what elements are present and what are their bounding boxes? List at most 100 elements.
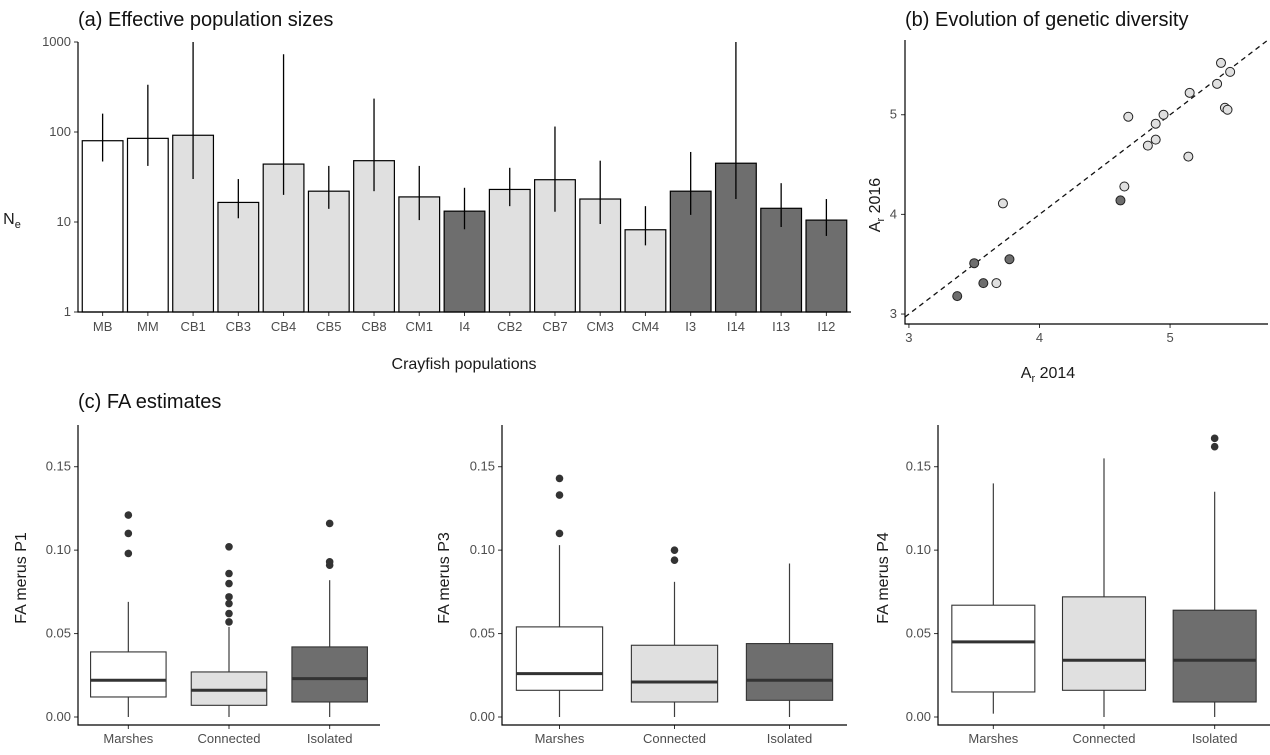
y-tick-label: 0.00	[906, 709, 931, 724]
panel-c2-axes	[501, 425, 847, 726]
panel-a-x-axis-label: Crayfish populations	[392, 356, 537, 373]
outlier-point	[124, 529, 133, 538]
scatter-point	[1215, 57, 1226, 68]
bar-mb	[81, 140, 124, 313]
y-tick-label: 0.10	[906, 542, 931, 557]
x-tick-label-cb4: CB4	[271, 319, 296, 334]
outlier-point	[124, 511, 133, 519]
scatter-point	[1150, 118, 1161, 129]
bar-cb2	[488, 188, 531, 313]
scatter-point	[1115, 195, 1126, 206]
y-tick-label: 4	[890, 206, 897, 221]
scatter-point	[1123, 111, 1134, 122]
x-tick-label-cb2: CB2	[497, 319, 522, 334]
scatter-point	[1142, 140, 1153, 151]
y-tick-label: 0.15	[470, 459, 495, 474]
panel-b-y-label-sub: r	[875, 218, 887, 222]
panel-b-y-axis-label: Ar 2016	[867, 178, 887, 232]
x-tick-label-connected: Connected	[1073, 731, 1136, 746]
panel-c-title: (c) FA estimates	[78, 391, 221, 413]
scatter-point	[1150, 134, 1161, 145]
panel-a-marks: MB MM CB1 CB3 CB4 CB5 CB8 CM1 I4 CB2 CB7 CM3 CM4 I3 I1…	[42, 34, 851, 334]
outlier-point	[555, 529, 564, 538]
panel-a-bar-chart: (a) Effective population sizes MB MM CB1 CB…	[3, 9, 851, 373]
y-tick-label: 0.10	[470, 542, 495, 557]
panel-b-x-label-sub: r	[1031, 373, 1035, 385]
x-tick-label-i13: I13	[772, 319, 790, 334]
panel-a-y-axis-label: Ne	[3, 211, 21, 231]
panel-a-y-label-main: N	[3, 211, 15, 228]
x-tick-label-cm3: CM3	[586, 319, 613, 334]
panel-b-y-label-suffix: 2016	[867, 178, 884, 218]
outlier-point	[124, 549, 133, 558]
outlier-point	[555, 491, 564, 499]
scatter-point	[991, 278, 1002, 289]
panel-b-x-label-main: A	[1021, 365, 1032, 382]
y-tick-label: 0.00	[46, 709, 71, 724]
panel-c1-y-axis-label: FA merus P1	[13, 532, 30, 624]
panel-c1-axes	[77, 425, 380, 726]
y-tick-label: 0.15	[46, 459, 71, 474]
panel-a-axes	[77, 42, 851, 313]
y-tick-label: 3	[890, 306, 897, 321]
outlier-point	[225, 569, 233, 578]
panel-b-y-label-main: A	[867, 221, 884, 232]
outlier-point	[225, 543, 233, 551]
outlier-point	[325, 519, 334, 528]
panel-c-box-plots: (c) FA estimates Marshes Connected Isolate…	[13, 391, 1270, 746]
x-tick-label-mb: MB	[93, 319, 113, 334]
panel-c1: Marshes Connected Isolated 0.00 0.05 0.10 0.15	[46, 425, 380, 746]
outlier-point	[670, 546, 679, 554]
outlier-point	[670, 556, 679, 564]
box-isolated	[291, 646, 368, 703]
scatter-point	[1184, 87, 1195, 98]
scatter-point	[969, 258, 980, 269]
x-tick-label-marshes: Marshes	[103, 731, 153, 746]
x-tick-label-i3: I3	[685, 319, 696, 334]
y-tick-label: 5	[890, 107, 897, 122]
x-tick-label-cb3: CB3	[226, 319, 251, 334]
bar-cb3	[217, 201, 260, 313]
scatter-point	[1222, 104, 1233, 115]
panel-c3-axes	[937, 425, 1270, 726]
scatter-point	[952, 291, 963, 302]
box-marshes	[90, 651, 167, 698]
x-tick-label-cm1: CM1	[406, 319, 433, 334]
bar-mm	[126, 137, 169, 313]
outlier-point	[1210, 442, 1219, 451]
x-tick-label: 3	[905, 330, 912, 345]
x-tick-label-isolated: Isolated	[767, 731, 813, 746]
y-tick-label: 0.05	[46, 626, 71, 641]
panel-b-x-axis-label: Ar 2014	[1021, 365, 1075, 385]
outlier-point	[1210, 434, 1219, 443]
x-tick-label-marshes: Marshes	[535, 731, 585, 746]
box-connected	[190, 671, 268, 706]
y-tick-label: 0.10	[46, 542, 71, 557]
panel-c2-y-axis-label: FA merus P3	[436, 532, 453, 624]
x-tick-label-marshes: Marshes	[968, 731, 1018, 746]
box-connected	[630, 644, 719, 703]
y-tick-label: 0.05	[906, 626, 931, 641]
x-tick-label-cb1: CB1	[180, 319, 205, 334]
panel-c3-y-axis-label: FA merus P4	[875, 532, 892, 624]
reference-line-y-equals-x	[904, 39, 1269, 318]
y-tick-label: 1000	[42, 34, 71, 49]
panel-c2: Marshes Connected Isolated 0.00 0.05 0.10 0.15	[470, 425, 847, 746]
box-isolated	[745, 643, 834, 701]
y-tick-label: 0.05	[470, 626, 495, 641]
x-tick-label: 4	[1036, 330, 1043, 345]
outlier-point	[225, 599, 233, 608]
y-tick-label: 0.00	[470, 709, 495, 724]
outlier-point	[225, 593, 233, 601]
outlier-point	[225, 609, 233, 618]
y-tick-label: 10	[57, 214, 71, 229]
panel-c-marks: Marshes Connected Isolated 0.00 0.05 0.10 0.15…	[46, 425, 1270, 746]
box-connected	[1061, 596, 1147, 691]
outlier-point	[225, 618, 233, 626]
x-tick-label-isolated: Isolated	[1192, 731, 1238, 746]
scatter-point	[1004, 254, 1015, 265]
panel-a-y-label-sub: e	[15, 219, 21, 231]
scatter-point	[1183, 151, 1194, 162]
x-tick-label-cb8: CB8	[361, 319, 386, 334]
